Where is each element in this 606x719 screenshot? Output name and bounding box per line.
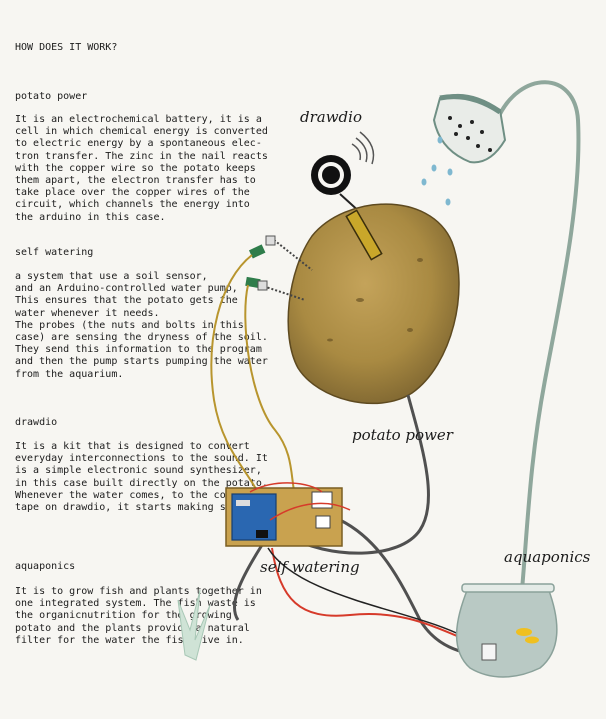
section-drawdio-title: drawdio (15, 417, 58, 428)
wire-grey-potato (284, 394, 430, 555)
fishbowl (455, 583, 558, 678)
water-drops (421, 136, 453, 206)
speaker-icon (311, 131, 375, 195)
arduino-board (225, 482, 351, 547)
lamp-shower-head (432, 93, 507, 164)
label-drawdio: drawdio (300, 108, 362, 126)
wire-black (267, 547, 471, 641)
lamp-arm (496, 80, 581, 591)
label-potato-power: potato power (352, 426, 454, 444)
wire-red (271, 547, 463, 639)
fish-icon (516, 628, 539, 644)
section-potato-power-body: It is an electrochemical battery, it is … (15, 114, 268, 223)
section-potato-power-title: potato power (15, 91, 88, 102)
label-self-watering: self watering (260, 558, 360, 576)
wire-grey-board (233, 544, 264, 621)
label-aquaponics: aquaponics (504, 548, 591, 566)
section-self-watering-body: a system that use a soil sensor, and an … (15, 271, 268, 380)
wire-yellow-2 (244, 284, 297, 501)
probe-nails (245, 235, 313, 301)
page-title: HOW DOES IT WORK? (15, 42, 118, 53)
wire-yellow-1 (210, 254, 263, 501)
copper-tape (345, 209, 383, 261)
section-self-watering-title: self watering (15, 247, 94, 258)
plant-icon (177, 589, 211, 661)
potato (287, 203, 460, 405)
section-aquaponics-body: It is to grow fish and plants together i… (15, 586, 262, 646)
section-aquaponics-title: aquaponics (15, 561, 76, 572)
